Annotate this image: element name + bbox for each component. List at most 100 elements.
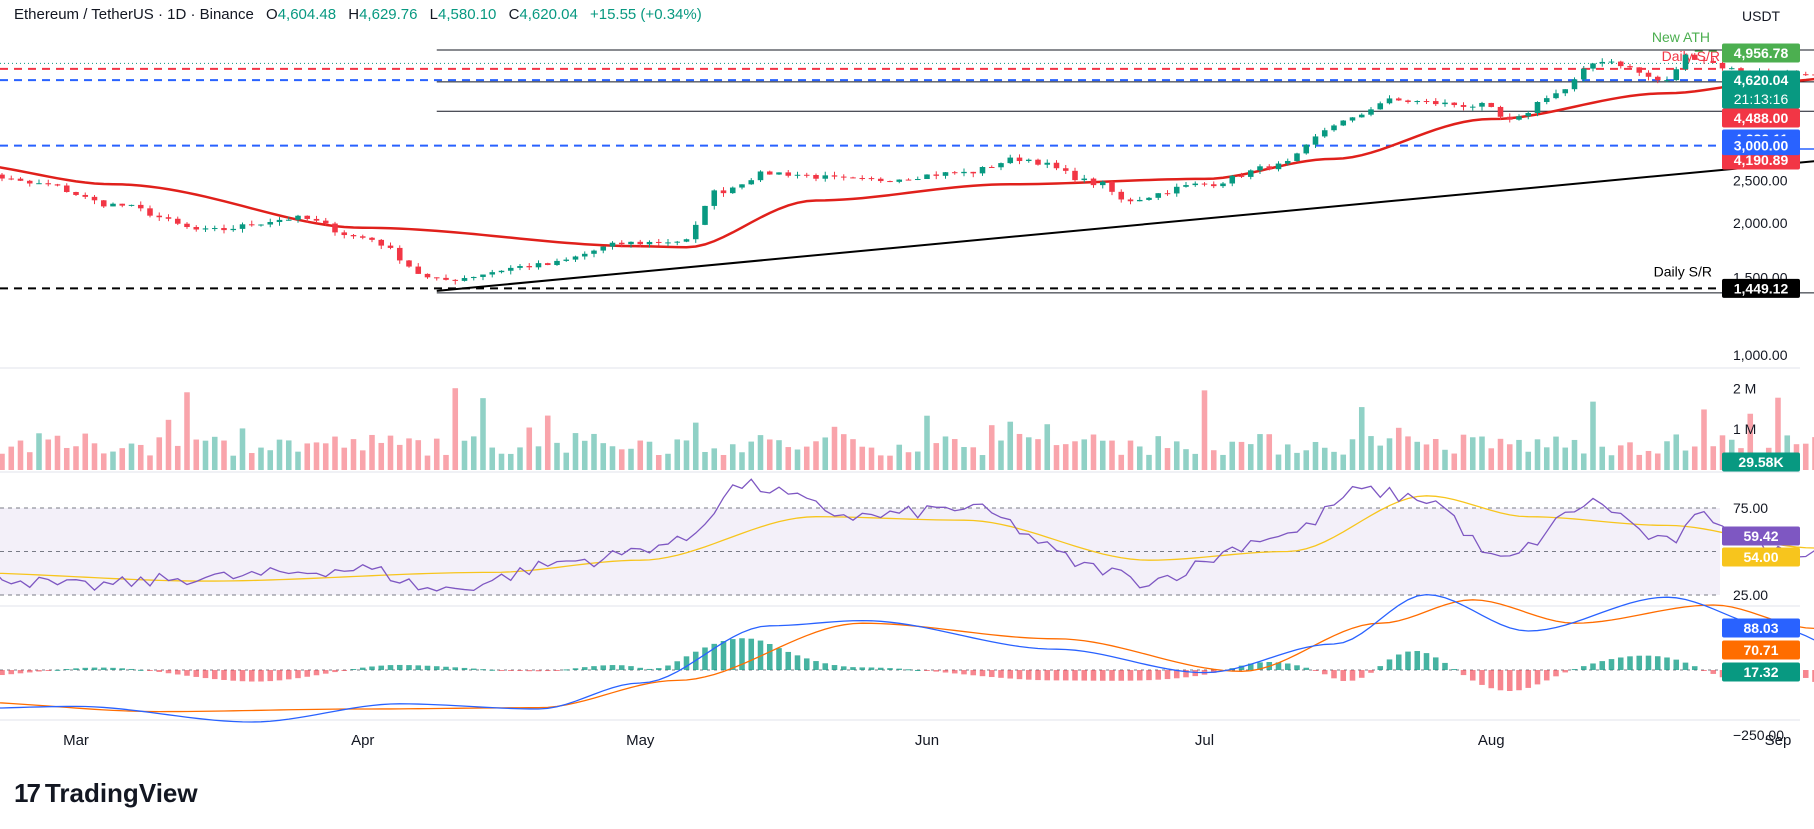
- candle-body: [489, 272, 496, 275]
- candle: [470, 276, 477, 281]
- volume-bar: [961, 447, 967, 470]
- badge-histogram-bg: [1722, 662, 1800, 682]
- sma-50-line: [0, 77, 1814, 249]
- macd-histogram-bar: [1395, 654, 1402, 670]
- macd-histogram-bar: [1257, 662, 1263, 670]
- candle: [1534, 101, 1541, 117]
- volume-bar: [1525, 451, 1532, 470]
- volume-bar: [26, 452, 33, 470]
- new-ath-label: New ATH: [1652, 29, 1710, 45]
- candle: [618, 240, 625, 248]
- candle-body: [1210, 184, 1217, 187]
- candle: [1580, 65, 1587, 83]
- candle: [1090, 177, 1097, 188]
- candle: [1035, 158, 1041, 166]
- candle: [1432, 98, 1439, 106]
- candle-body: [1294, 153, 1300, 161]
- badge-volume-bg: [1722, 452, 1800, 472]
- macd-histogram-bar: [970, 670, 977, 676]
- candle-body: [461, 278, 468, 281]
- candle-body: [0, 174, 5, 179]
- volume-bar: [322, 443, 329, 470]
- candle: [748, 178, 755, 185]
- candle: [563, 257, 570, 262]
- badge-signal: 70.71: [1722, 640, 1800, 660]
- macd-histogram-bar: [63, 669, 70, 671]
- candle-body: [1701, 59, 1707, 61]
- volume-bar: [1645, 450, 1652, 470]
- volume-bar: [674, 439, 681, 470]
- currency-unit[interactable]: USDT: [1742, 8, 1781, 24]
- volume-bar: [1109, 440, 1115, 470]
- volume-bar: [877, 455, 884, 470]
- macd-histogram-bar: [1405, 651, 1411, 670]
- candle: [933, 171, 940, 180]
- volume-bar: [563, 452, 570, 470]
- macd-histogram-bar: [526, 670, 533, 672]
- macd-histogram-bar: [840, 666, 847, 670]
- candle-body: [1146, 197, 1152, 200]
- volume-bar: [91, 443, 98, 470]
- candle-body: [1608, 61, 1615, 63]
- candle-body: [1442, 102, 1448, 105]
- badge-3000-text: 3,000.00: [1734, 138, 1789, 154]
- volume-bar: [110, 451, 116, 470]
- candle-body: [285, 219, 292, 221]
- candle: [1608, 58, 1615, 65]
- macd-histogram-bar: [785, 651, 792, 670]
- volume-bar: [1395, 427, 1402, 470]
- candle: [63, 183, 70, 193]
- macd-histogram-bar: [905, 669, 912, 671]
- candle-body: [1016, 157, 1023, 162]
- macd-histogram-bar: [461, 667, 468, 670]
- candle-body: [914, 179, 921, 181]
- candle: [1331, 124, 1337, 132]
- volume-bar: [785, 447, 792, 470]
- volume-bar: [1599, 446, 1606, 470]
- macd-histogram-bar: [711, 643, 718, 670]
- macd-histogram-bar: [637, 667, 644, 670]
- macd-histogram-bar: [1118, 670, 1125, 681]
- candle-body: [322, 220, 329, 224]
- candle-body: [36, 183, 42, 185]
- candle-body: [248, 224, 255, 226]
- volume-bar: [1562, 447, 1569, 470]
- volume-bar: [1571, 439, 1578, 470]
- volume-bar: [1488, 448, 1495, 470]
- volume-bar: [1469, 437, 1476, 470]
- candle-body: [73, 191, 79, 195]
- macd-histogram-bar: [1673, 659, 1680, 670]
- macd-histogram-bar: [803, 658, 810, 670]
- candle: [73, 191, 79, 197]
- volume-bar: [73, 446, 79, 470]
- volume-bar: [100, 453, 107, 470]
- macd-histogram-bar: [341, 670, 348, 671]
- macd-histogram-bar: [1432, 657, 1439, 670]
- volume-bar: [285, 440, 292, 470]
- candle: [1673, 66, 1680, 81]
- candle-body: [110, 203, 116, 207]
- macd-histogram-bar: [45, 670, 52, 671]
- candle-body: [1099, 181, 1106, 186]
- candle: [211, 225, 218, 232]
- macd-histogram-bar: [1146, 670, 1152, 681]
- macd-histogram-bar: [896, 668, 903, 670]
- macd-histogram-bar: [609, 665, 616, 670]
- macd-histogram-bar: [1331, 670, 1337, 679]
- macd-histogram-bar: [1275, 662, 1282, 670]
- volume-tick-0: 1 M: [1733, 421, 1756, 437]
- high-value: 4,629.76: [359, 6, 418, 23]
- macd-histogram-bar: [1497, 670, 1504, 691]
- macd-histogram-bar: [100, 667, 107, 670]
- candle: [415, 263, 422, 274]
- candle-body: [1534, 102, 1541, 114]
- candle-body: [211, 228, 218, 230]
- macd-histogram-bar: [1534, 670, 1541, 685]
- tradingview-logo: 17 TradingView: [14, 778, 198, 809]
- volume-bar: [489, 447, 496, 470]
- candle: [1025, 158, 1032, 163]
- candle-body: [1155, 193, 1162, 198]
- volume-bar: [415, 440, 422, 470]
- macd-histogram-bar: [1812, 670, 1814, 682]
